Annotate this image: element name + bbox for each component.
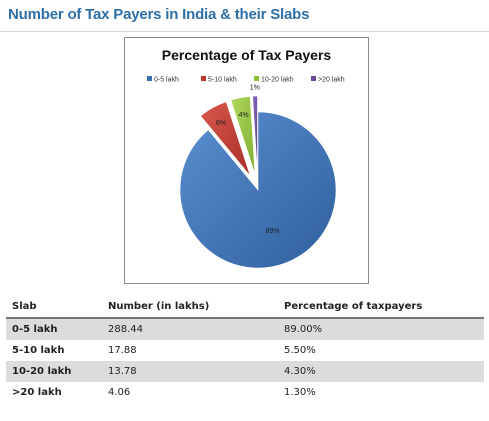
legend-label-20-lakh: >20 lakh <box>318 77 345 84</box>
chart-title: Percentage of Tax Payers <box>162 47 332 63</box>
pie-chart: Percentage of Tax Payers 0-5 lakh 5-10 la… <box>124 37 369 284</box>
header-slab: Slab <box>6 296 102 319</box>
cell-percentage: 89.00% <box>278 318 484 340</box>
heading-divider <box>0 31 489 32</box>
pie-slice-20-lakh <box>252 95 258 175</box>
header-number: Number (in lakhs) <box>102 296 278 319</box>
cell-number: 288.44 <box>102 318 278 340</box>
cell-percentage: 5.50% <box>284 345 316 356</box>
cell-slab: 0-5 lakh <box>6 318 102 340</box>
pie-slice-10-20-lakh <box>230 96 256 175</box>
cell-slab: 5-10 lakh <box>12 345 65 356</box>
cell-number: 4.06 <box>108 387 131 398</box>
header-percentage: Percentage of taxpayers <box>278 296 484 319</box>
legend-label-0-5-lakh: 0-5 lakh <box>154 77 179 84</box>
data-label-20-lakh: 1% <box>250 85 260 92</box>
legend-label-5-10-lakh: 5-10 lakh <box>208 77 237 84</box>
data-label-5-10-lakh: 6% <box>216 120 226 127</box>
table-header-row: Slab Number (in lakhs) Percentage of tax… <box>6 296 484 319</box>
legend-swatch-10-20-lakh <box>254 76 259 81</box>
pie-slices <box>179 95 337 269</box>
pie-slice-0-5-lakh <box>179 111 337 269</box>
table-row: 0-5 lakh 288.44 89.00% <box>6 318 484 340</box>
table-row: >20 lakh 4.06 1.30% <box>6 382 484 403</box>
cell-number: 17.88 <box>108 345 137 356</box>
data-label-0-5-lakh: 89% <box>266 228 280 235</box>
legend-swatch-5-10-lakh <box>201 76 206 81</box>
page-heading: Number of Tax Payers in India & their Sl… <box>8 6 310 23</box>
cell-percentage: 1.30% <box>284 387 316 398</box>
tax-slab-table: Slab Number (in lakhs) Percentage of tax… <box>6 296 484 403</box>
table-row: 5-10 lakh 17.88 5.50% <box>6 340 484 361</box>
data-label-10-20-lakh: 4% <box>239 112 249 119</box>
cell-number: 13.78 <box>102 361 278 382</box>
pie-data-labels: 89% 6% 4% 1% <box>216 85 280 235</box>
chart-legend: 0-5 lakh 5-10 lakh 10-20 lakh >20 lakh <box>147 76 345 84</box>
legend-label-10-20-lakh: 10-20 lakh <box>261 77 294 84</box>
cell-percentage: 4.30% <box>278 361 484 382</box>
cell-slab: 10-20 lakh <box>6 361 102 382</box>
cell-slab: >20 lakh <box>12 387 62 398</box>
legend-swatch-0-5-lakh <box>147 76 152 81</box>
pie-chart-svg: Percentage of Tax Payers 0-5 lakh 5-10 la… <box>147 47 345 269</box>
table-row: 10-20 lakh 13.78 4.30% <box>6 361 484 382</box>
legend-swatch-20-lakh <box>311 76 316 81</box>
pie-slice-5-10-lakh <box>200 101 251 177</box>
